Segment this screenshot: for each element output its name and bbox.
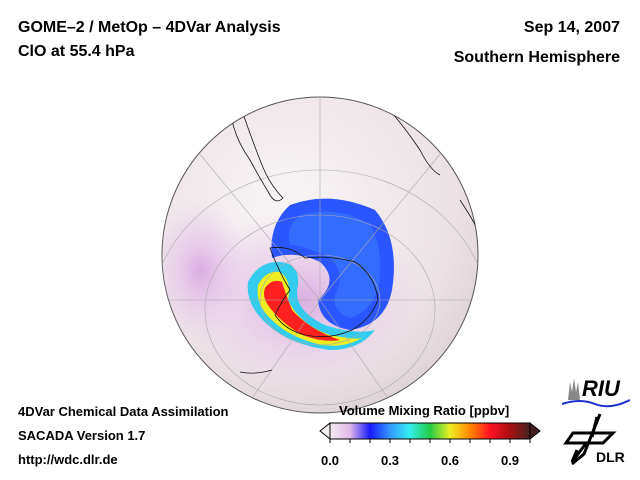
map-subtitle: ClO at 55.4 hPa bbox=[18, 43, 135, 60]
colorbar-tick: 0.9 bbox=[500, 453, 520, 468]
date-label: Sep 14, 2007 bbox=[523, 19, 620, 36]
colorbar-gradient bbox=[329, 422, 531, 440]
globe-map bbox=[161, 96, 479, 414]
clo-field bbox=[162, 97, 478, 413]
svg-text:RIU: RIU bbox=[582, 376, 621, 401]
colorbar-min-arrow bbox=[319, 421, 331, 441]
dlr-logo: DLR bbox=[563, 413, 625, 466]
footer-line-2: SACADA Version 1.7 bbox=[18, 428, 146, 443]
riu-logo: RIU bbox=[561, 376, 630, 408]
colorbar-tick: 0.3 bbox=[380, 453, 400, 468]
footer-line-1: 4DVar Chemical Data Assimilation bbox=[18, 404, 229, 419]
region-label: Southern Hemisphere bbox=[453, 49, 620, 66]
colorbar-max-arrow bbox=[529, 421, 541, 441]
map-title: GOME–2 / MetOp – 4DVar Analysis bbox=[18, 19, 281, 36]
colorbar-tick: 0.6 bbox=[440, 453, 460, 468]
footer-url: http://wdc.dlr.de bbox=[18, 452, 118, 467]
colorbar bbox=[319, 421, 541, 443]
svg-text:DLR: DLR bbox=[596, 449, 625, 465]
colorbar-tick: 0.0 bbox=[320, 453, 340, 468]
colorbar-label: Volume Mixing Ratio [ppbv] bbox=[339, 403, 510, 418]
